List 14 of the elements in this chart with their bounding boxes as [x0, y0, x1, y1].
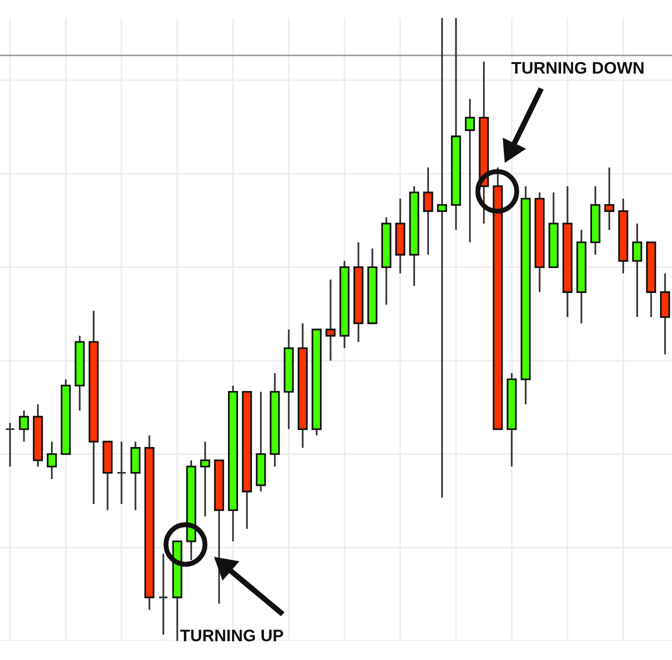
candlestick [423, 166, 434, 256]
candlestick [18, 410, 29, 442]
candlestick [116, 440, 127, 505]
annotation: TURNING UP [180, 630, 284, 642]
candlestick [5, 422, 16, 468]
candlestick [632, 222, 642, 318]
candlestick [464, 98, 475, 244]
candlestick [437, 18, 448, 499]
annotation: TURNING DOWN [511, 62, 644, 74]
candlestick [326, 278, 336, 362]
candlestick [46, 440, 57, 480]
candlestick [604, 166, 614, 231]
candlestick [158, 552, 168, 636]
candlestick [200, 440, 210, 518]
